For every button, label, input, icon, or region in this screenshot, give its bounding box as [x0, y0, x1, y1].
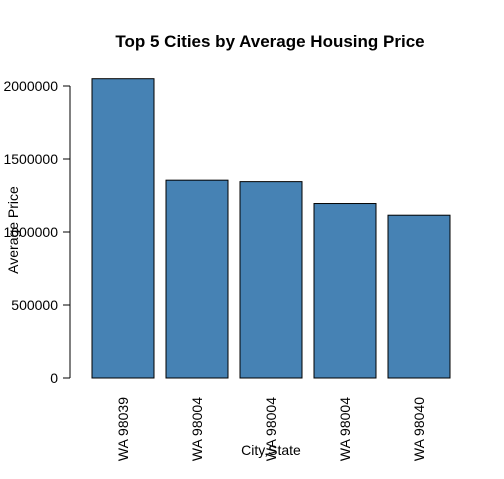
- x-tick-label: WA 98040: [411, 397, 427, 461]
- x-tick-label: WA 98039: [115, 397, 131, 461]
- x-tick-label: WA 98004: [189, 397, 205, 461]
- x-tick-labels: WA 98039 WA 98004 WA 98004 WA 98004 WA 98040: [115, 397, 427, 461]
- bars: [91, 78, 451, 379]
- y-tick-label: 1500000: [3, 151, 58, 167]
- chart-title: Top 5 Cities by Average Housing Price: [115, 32, 424, 51]
- bar: [239, 181, 303, 379]
- y-tick-label: 0: [50, 370, 58, 386]
- bar: [91, 78, 155, 379]
- y-tick-label: 500000: [11, 297, 58, 313]
- bar: [387, 214, 451, 379]
- y-tick-label: 2000000: [3, 78, 58, 94]
- y-axis: 0 500000 1000000 1500000 2000000: [3, 78, 71, 386]
- x-axis-label: City,State: [241, 442, 301, 458]
- bar: [313, 203, 377, 379]
- y-tick-label: 1000000: [3, 224, 58, 240]
- bar: [165, 179, 229, 379]
- x-tick-label: WA 98004: [337, 397, 353, 461]
- x-tick-label: WA 98004: [263, 397, 279, 461]
- y-axis-label: Average Price: [5, 186, 21, 274]
